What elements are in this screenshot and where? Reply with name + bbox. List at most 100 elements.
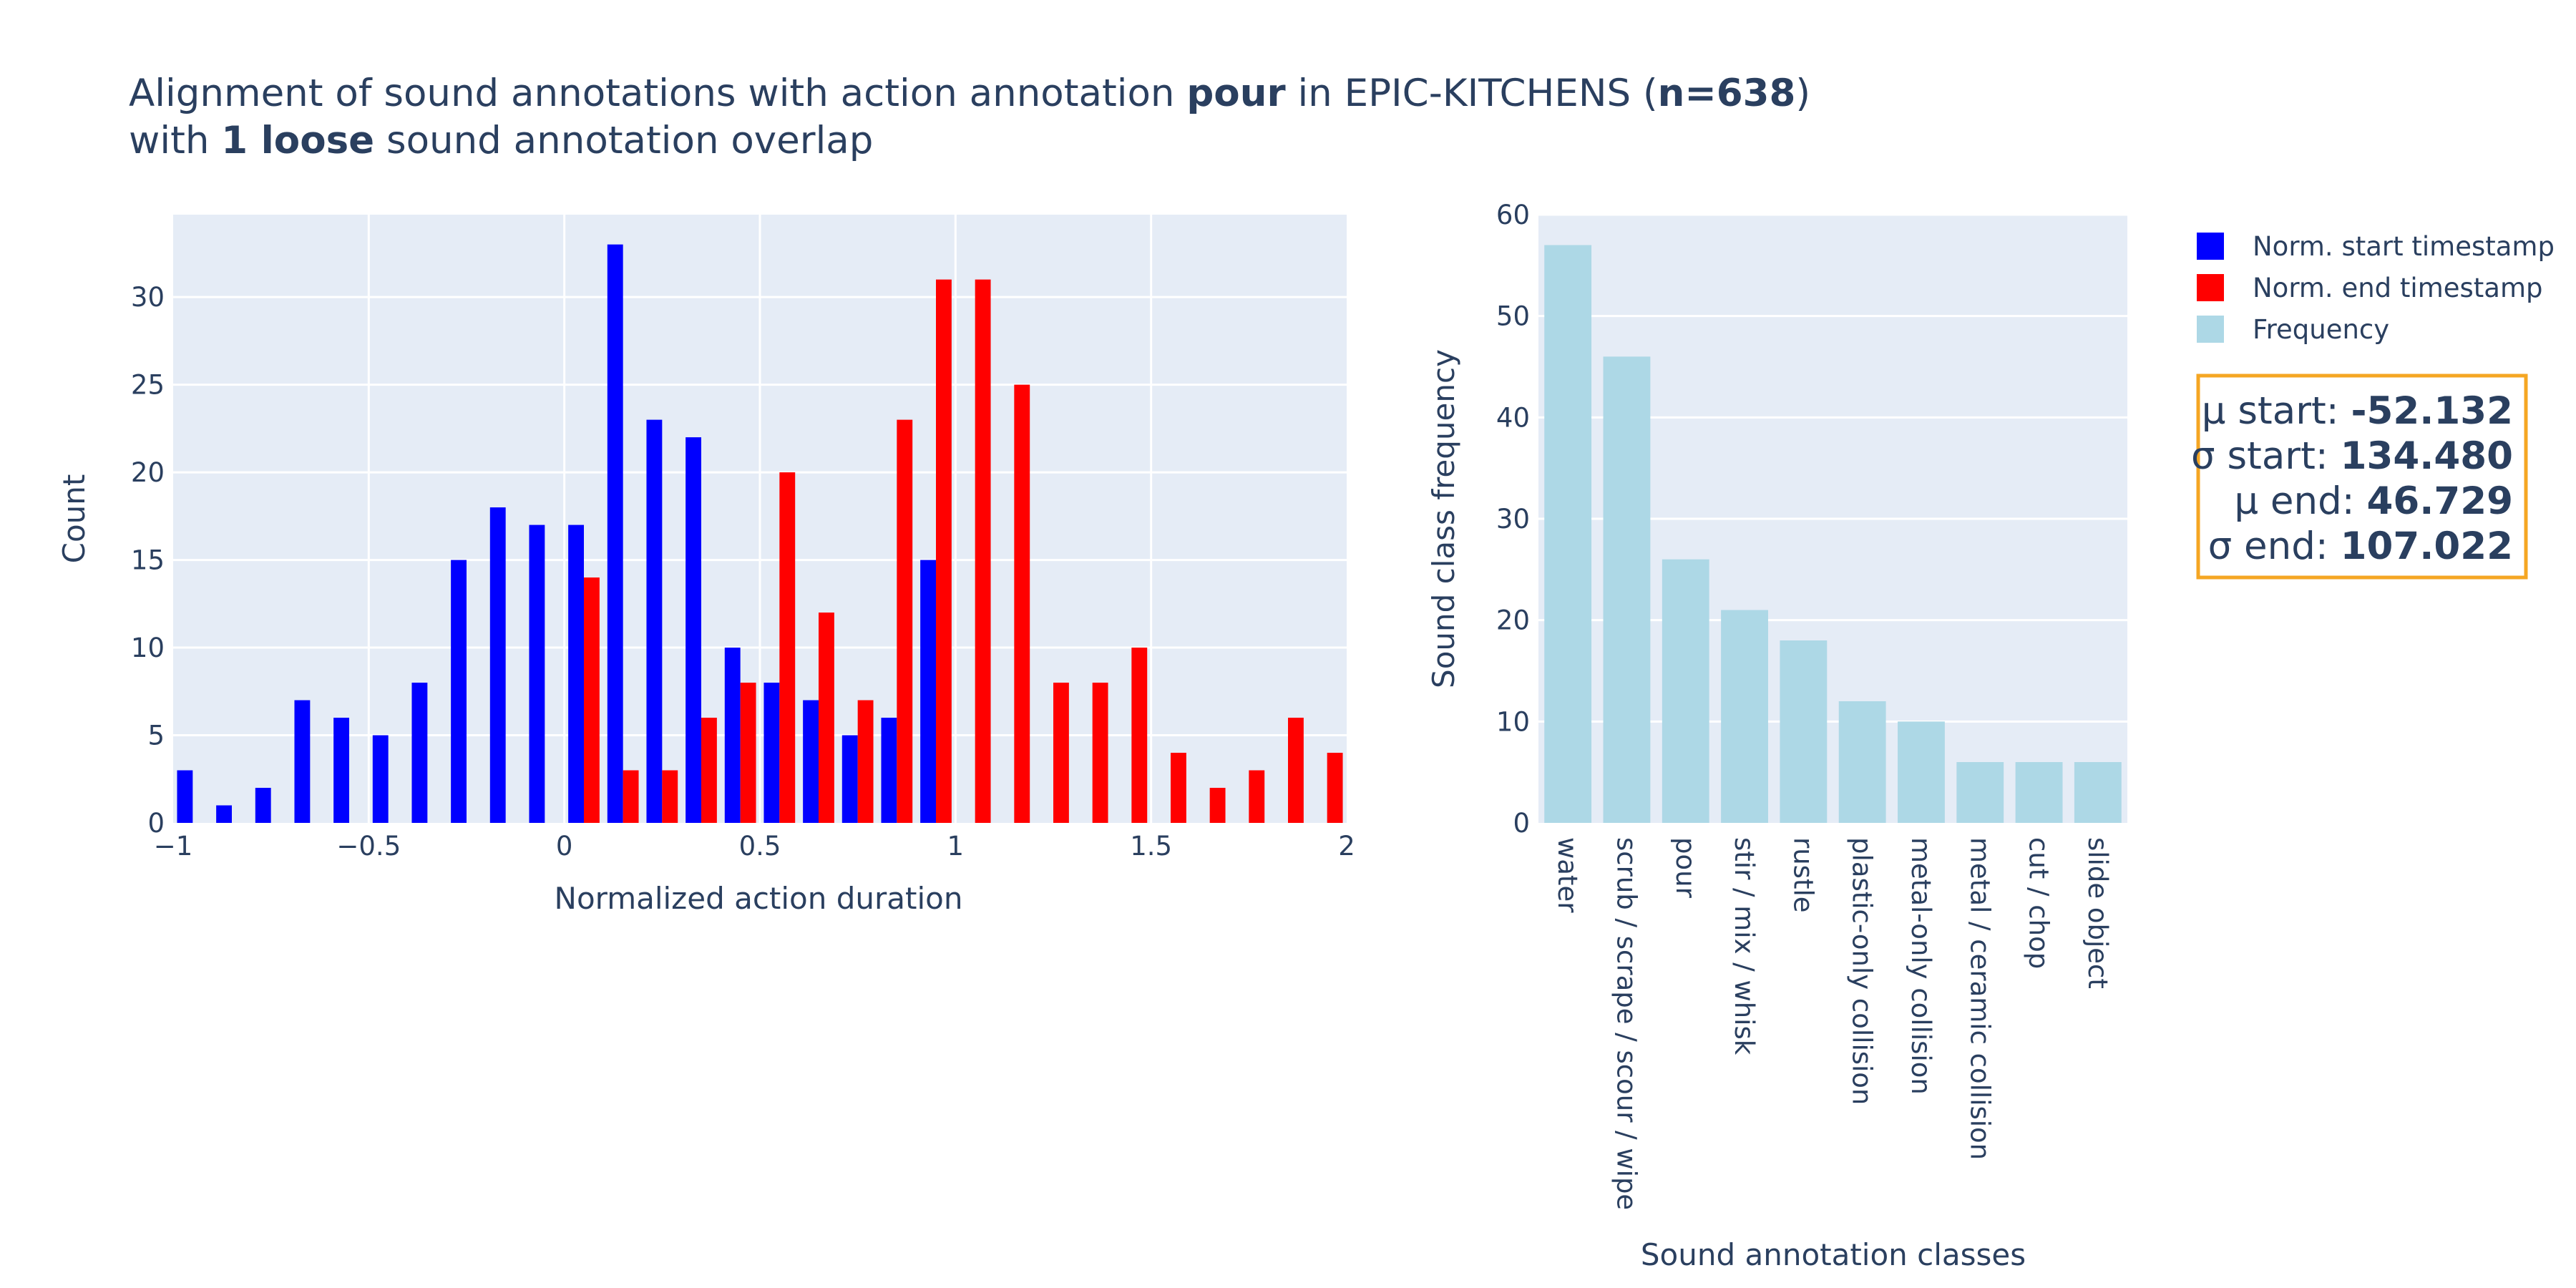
frequency-x-ticks: water scrub / scrape / scour / wipe pour st… <box>1552 837 2113 1210</box>
histogram-bar <box>607 244 623 823</box>
y-tick-label: 40 <box>1496 402 1530 433</box>
frequency-bar <box>2015 762 2063 823</box>
title-segment: 1 loose <box>221 119 374 162</box>
x-tick-label: slide object <box>2082 837 2113 989</box>
legend-item[interactable]: Frequency <box>2197 314 2389 345</box>
histogram-bar <box>333 718 349 823</box>
x-tick-label: plastic-only collision <box>1847 837 1878 1105</box>
x-tick-label: −1 <box>154 831 193 862</box>
histogram-bar <box>294 700 311 823</box>
title-segment: ) <box>1795 72 1810 115</box>
title-segment: n=638 <box>1658 72 1796 115</box>
y-tick-label: 20 <box>131 457 165 488</box>
histogram-y-ticks: 0 5 10 15 20 25 30 <box>131 282 165 839</box>
legend[interactable]: Norm. start timestamp Norm. end timestamp… <box>2197 231 2555 345</box>
y-tick-label: 25 <box>131 370 165 401</box>
frequency-bar <box>1898 721 1945 823</box>
legend-label: Frequency <box>2253 314 2389 345</box>
histogram-bar <box>920 560 936 823</box>
y-tick-label: 60 <box>1496 200 1530 230</box>
x-tick-label: 1.5 <box>1130 831 1172 862</box>
legend-label: Norm. start timestamp <box>2253 231 2555 262</box>
histogram-bar <box>1131 648 1148 823</box>
histogram-bar <box>662 770 678 823</box>
frequency-bar <box>1662 559 1709 823</box>
stats-value: -52.132 <box>2351 389 2513 433</box>
histogram-bar <box>255 788 271 823</box>
title-segment: pour <box>1186 72 1285 115</box>
frequency-bar <box>1603 356 1651 823</box>
stats-line: σ start: 134.480 <box>2191 434 2513 478</box>
frequency-y-axis-title: Sound class frequency <box>1426 349 1461 688</box>
histogram-gridlines <box>173 215 1347 823</box>
x-tick-label: pour <box>1670 837 1701 899</box>
y-tick-label: 30 <box>131 282 165 313</box>
histogram-bar <box>177 770 193 823</box>
histogram-bar <box>623 770 639 823</box>
x-tick-label: water <box>1552 837 1583 913</box>
histogram-bar <box>1327 753 1343 823</box>
x-tick-label: 0 <box>556 831 573 862</box>
y-tick-label: 20 <box>1496 605 1530 636</box>
frequency-bar <box>1544 245 1592 823</box>
stats-value: 134.480 <box>2341 434 2513 478</box>
frequency-bars <box>1544 245 2122 823</box>
histogram-bar <box>372 735 389 823</box>
y-tick-label: 50 <box>1496 301 1530 332</box>
histogram-bar <box>584 577 600 823</box>
histogram-bar <box>1249 770 1265 823</box>
legend-item[interactable]: Norm. start timestamp <box>2197 231 2555 262</box>
histogram-bar <box>897 419 913 823</box>
frequency-chart: 0 10 20 30 40 50 60 water scrub / scrape / scou… <box>1426 200 2127 1272</box>
chart-title-line-2: with 1 loose sound annotation overlap <box>129 119 873 162</box>
histogram-x-axis-title: Normalized action duration <box>555 881 963 916</box>
histogram-x-ticks: −1 −0.5 0 0.5 1 1.5 2 <box>154 831 1355 862</box>
x-tick-label: stir / mix / whisk <box>1729 837 1760 1055</box>
x-tick-label: 0.5 <box>739 831 781 862</box>
y-tick-label: 15 <box>131 545 165 576</box>
legend-item[interactable]: Norm. end timestamp <box>2197 273 2542 303</box>
histogram-bar <box>1014 384 1030 823</box>
x-tick-label: −0.5 <box>336 831 401 862</box>
stats-line: σ end: 107.022 <box>2208 525 2513 568</box>
y-tick-label: 30 <box>1496 504 1530 535</box>
frequency-bar <box>1956 762 2004 823</box>
y-tick-label: 0 <box>1513 808 1530 839</box>
legend-swatch <box>2197 316 2224 343</box>
stats-value: 46.729 <box>2366 479 2513 523</box>
histogram-bar <box>1288 718 1304 823</box>
histogram-bar <box>803 700 819 823</box>
x-tick-label: 1 <box>947 831 965 862</box>
stats-label: μ start: <box>2202 389 2351 433</box>
title-segment: Alignment of sound annotations with acti… <box>129 72 1186 115</box>
histogram-bar <box>529 525 545 823</box>
x-tick-label: metal-only collision <box>1906 837 1936 1095</box>
histogram-bar <box>701 718 717 823</box>
frequency-y-ticks: 0 10 20 30 40 50 60 <box>1496 200 1530 839</box>
histogram-y-axis-title: Count <box>57 474 92 564</box>
stats-label: μ end: <box>2234 479 2366 523</box>
histogram-bar <box>763 683 780 823</box>
histogram-bar <box>724 648 741 823</box>
stats-box-border <box>2196 374 2528 580</box>
histogram-bar <box>686 437 701 823</box>
histogram-chart: 0 5 10 15 20 25 30 −1 −0.5 0 0.5 1 1.5 2 Normalized … <box>57 215 1355 916</box>
histogram-bar <box>779 472 796 823</box>
y-tick-label: 10 <box>131 633 165 663</box>
histogram-bar <box>881 718 897 823</box>
histogram-bar <box>740 683 756 823</box>
histogram-bar <box>568 525 584 823</box>
histogram-bar <box>936 279 952 823</box>
stats-value: 107.022 <box>2341 525 2513 568</box>
histogram-bar <box>411 683 428 823</box>
histogram-bar <box>857 700 874 823</box>
x-tick-label: scrub / scrape / scour / wipe <box>1611 837 1641 1210</box>
x-tick-label: cut / chop <box>2024 837 2054 969</box>
histogram-bar <box>451 560 467 823</box>
title-segment: sound annotation overlap <box>374 119 873 162</box>
histogram-bar <box>489 507 506 823</box>
title-segment: with <box>129 119 221 162</box>
title-segment: in EPIC-KITCHENS ( <box>1286 72 1658 115</box>
y-tick-label: 5 <box>147 721 165 751</box>
